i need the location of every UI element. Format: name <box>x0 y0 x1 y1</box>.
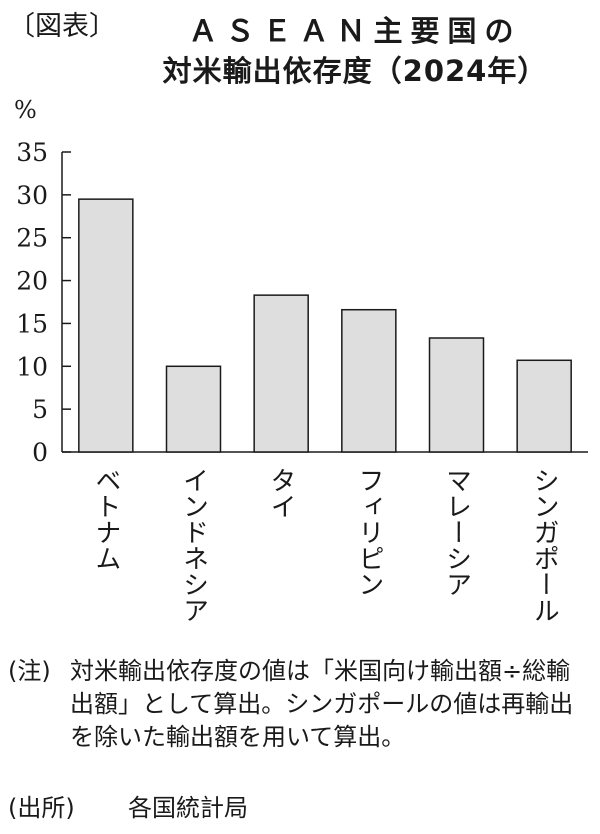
footnote: (注) 対米輸出依存度の値は「米国向け輸出額÷総輸出額」として算出。シンガポール… <box>8 655 593 754</box>
bar <box>341 308 397 453</box>
y-tick-label: 35 <box>16 138 48 167</box>
source-label: (出所) <box>8 794 75 822</box>
bar <box>165 365 222 453</box>
figure-label: 〔図表〕 <box>8 11 116 42</box>
category-label: ベトナム <box>90 467 121 571</box>
category-label: シンガポール <box>529 467 560 623</box>
y-tick-label: 25 <box>16 224 48 253</box>
bar <box>253 294 309 453</box>
source-text: 各国統計局 <box>128 794 248 822</box>
y-tick-label: 0 <box>32 438 48 467</box>
chart-title-line2: 対米輸出依存度（2024年） <box>162 54 548 88</box>
chart-title-line1: ＡＳＥＡＮ主要国の <box>188 14 522 48</box>
category-label: フィリピン <box>353 467 384 597</box>
bar <box>428 337 485 453</box>
bar-chart: 0 5 10 15 20 25 30 35 <box>16 138 588 467</box>
category-label: マレーシア <box>441 467 472 597</box>
bar <box>78 198 134 453</box>
y-tick-label: 15 <box>16 309 48 338</box>
y-tick-label: 5 <box>32 395 48 424</box>
source-line: (出所) 各国統計局 <box>8 788 248 823</box>
note-text: 対米輸出依存度の値は「米国向け輸出額÷総輸出額」として算出。シンガポールの値は再… <box>70 657 574 751</box>
y-tick-label: 30 <box>16 181 48 210</box>
category-label: インドネシア <box>178 467 209 623</box>
y-tick-label: 10 <box>16 352 48 381</box>
category-label: タイ <box>266 467 297 519</box>
bar <box>516 359 572 453</box>
y-tick-label: 20 <box>16 267 48 296</box>
note-label: (注) <box>8 657 51 685</box>
y-axis-unit: % <box>14 96 37 124</box>
